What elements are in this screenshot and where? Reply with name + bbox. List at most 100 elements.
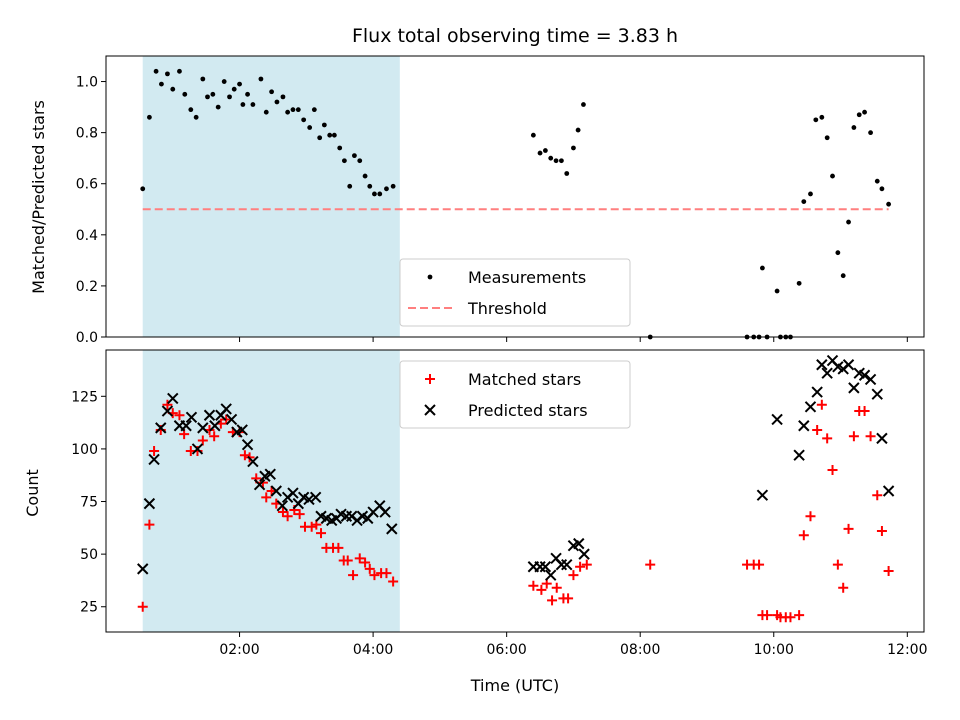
top-measurement-point	[542, 148, 548, 153]
bottom-matched-point	[282, 511, 293, 522]
top-measurement-point	[227, 94, 232, 100]
bottom-matched-point	[785, 612, 796, 623]
bottom-matched-point	[822, 433, 833, 444]
bottom-x-tick-label: 12:00	[887, 642, 927, 658]
bottom-legend-label: Predicted stars	[468, 401, 588, 420]
bottom-predicted-point	[180, 420, 192, 432]
top-measurement-point	[530, 132, 536, 138]
top-measurement-point	[205, 94, 210, 100]
bottom-matched-point	[306, 521, 317, 532]
bottom-matched-point	[333, 542, 344, 553]
top-measurement-point	[548, 155, 554, 161]
bottom-legend-box	[399, 360, 631, 429]
top-measurement-point	[862, 109, 867, 115]
top-measurement-point	[221, 79, 227, 84]
top-measurement-point	[263, 109, 269, 115]
bottom-matched-point	[581, 559, 592, 570]
top-measurement-point	[337, 145, 343, 151]
top-measurement-point	[182, 91, 188, 97]
bottom-predicted-point	[386, 523, 398, 535]
bottom-predicted-point	[148, 453, 160, 466]
bottom-predicted-point	[876, 432, 888, 445]
top-measurement-point	[193, 114, 199, 120]
bottom-matched-point	[883, 565, 894, 576]
top-measurement-point	[301, 117, 307, 123]
bottom-matched-point	[316, 528, 327, 539]
top-measurement-point	[165, 71, 170, 77]
top-measurement-point	[188, 107, 194, 113]
top-measurement-point	[357, 158, 363, 164]
top-measurement-point	[830, 173, 835, 179]
bottom-matched-point	[547, 595, 558, 606]
bottom-matched-point	[563, 593, 574, 604]
top-measurement-point	[575, 127, 581, 133]
top-measurement-point	[321, 122, 327, 128]
bottom-matched-point	[568, 570, 579, 581]
bottom-predicted-point	[191, 443, 204, 455]
top-y-tick-label: 0.2	[76, 279, 98, 295]
bottom-predicted-point	[771, 413, 783, 426]
bottom-panel: 02:00 04:00 06:00 08:00 10:00 12:00 25 50 75 100 1…	[71, 349, 927, 658]
top-measurement-point	[170, 86, 176, 92]
top-measurement-point	[377, 191, 383, 197]
bottom-series-1	[137, 354, 895, 581]
top-y-tick-label: 0.4	[76, 228, 98, 244]
bottom-matched-point	[865, 431, 876, 442]
bottom-predicted-point	[871, 388, 883, 400]
top-measurement-point	[258, 76, 264, 82]
top-legend: Measurements Threshold	[399, 258, 631, 327]
top-measurement-point	[140, 186, 146, 192]
bottom-matched-point	[838, 582, 849, 593]
top-measurement-point	[564, 171, 570, 176]
bottom-predicted-point	[539, 561, 552, 573]
top-measurement-point	[290, 107, 296, 113]
top-measurement-point	[886, 201, 892, 207]
bottom-predicted-point	[185, 411, 198, 424]
top-measurement-point	[269, 89, 275, 95]
bottom-predicted-point	[309, 491, 322, 504]
top-y-tick-label: 0.6	[76, 177, 98, 193]
bottom-predicted-point	[264, 468, 276, 480]
bottom-matched-point	[805, 511, 816, 522]
top-measurement-point	[581, 102, 586, 107]
bottom-matched-point	[812, 424, 823, 435]
bottom-predicted-point	[167, 392, 179, 405]
top-legend-box	[399, 258, 631, 327]
bottom-matched-point	[816, 399, 827, 410]
top-measurement-point	[774, 288, 780, 294]
bottom-predicted-point	[247, 455, 259, 468]
bottom-predicted-point	[545, 569, 557, 581]
bottom-x-tick-label: 04:00	[353, 642, 393, 658]
bottom-predicted-point	[821, 367, 833, 379]
bottom-predicted-point	[225, 413, 238, 426]
bottom-matched-point	[536, 584, 547, 595]
bottom-predicted-point	[236, 424, 248, 436]
top-measurement-point	[372, 191, 377, 197]
bottom-predicted-point	[573, 537, 585, 550]
legend-matched-marker	[425, 374, 435, 384]
bottom-predicted-point	[287, 487, 299, 499]
bottom-predicted-point	[155, 422, 167, 434]
top-observing-span	[142, 56, 400, 337]
bottom-matched-point	[843, 523, 854, 534]
top-measurement-point	[240, 102, 246, 107]
top-measurement-point	[347, 183, 353, 189]
top-measurement-point	[384, 186, 389, 192]
bottom-matched-point	[369, 570, 380, 581]
top-measurement-point	[307, 125, 313, 130]
bottom-predicted-point	[220, 403, 232, 415]
bottom-predicted-point	[578, 548, 590, 560]
bottom-matched-point	[388, 576, 399, 587]
bottom-predicted-point	[756, 489, 769, 501]
bottom-predicted-point	[793, 449, 805, 461]
top-measurement-point	[813, 117, 819, 123]
top-y-tick-label: 0.0	[76, 330, 98, 346]
bottom-matched-point	[144, 519, 155, 530]
bottom-matched-point	[528, 580, 539, 591]
bottom-y-tick-label: 50	[80, 547, 98, 563]
bottom-matched-point	[872, 490, 883, 501]
bottom-predicted-point	[137, 563, 149, 575]
top-legend-label: Measurements	[468, 268, 586, 287]
bottom-y-tick-label: 100	[71, 442, 98, 458]
bottom-predicted-point	[203, 409, 216, 421]
